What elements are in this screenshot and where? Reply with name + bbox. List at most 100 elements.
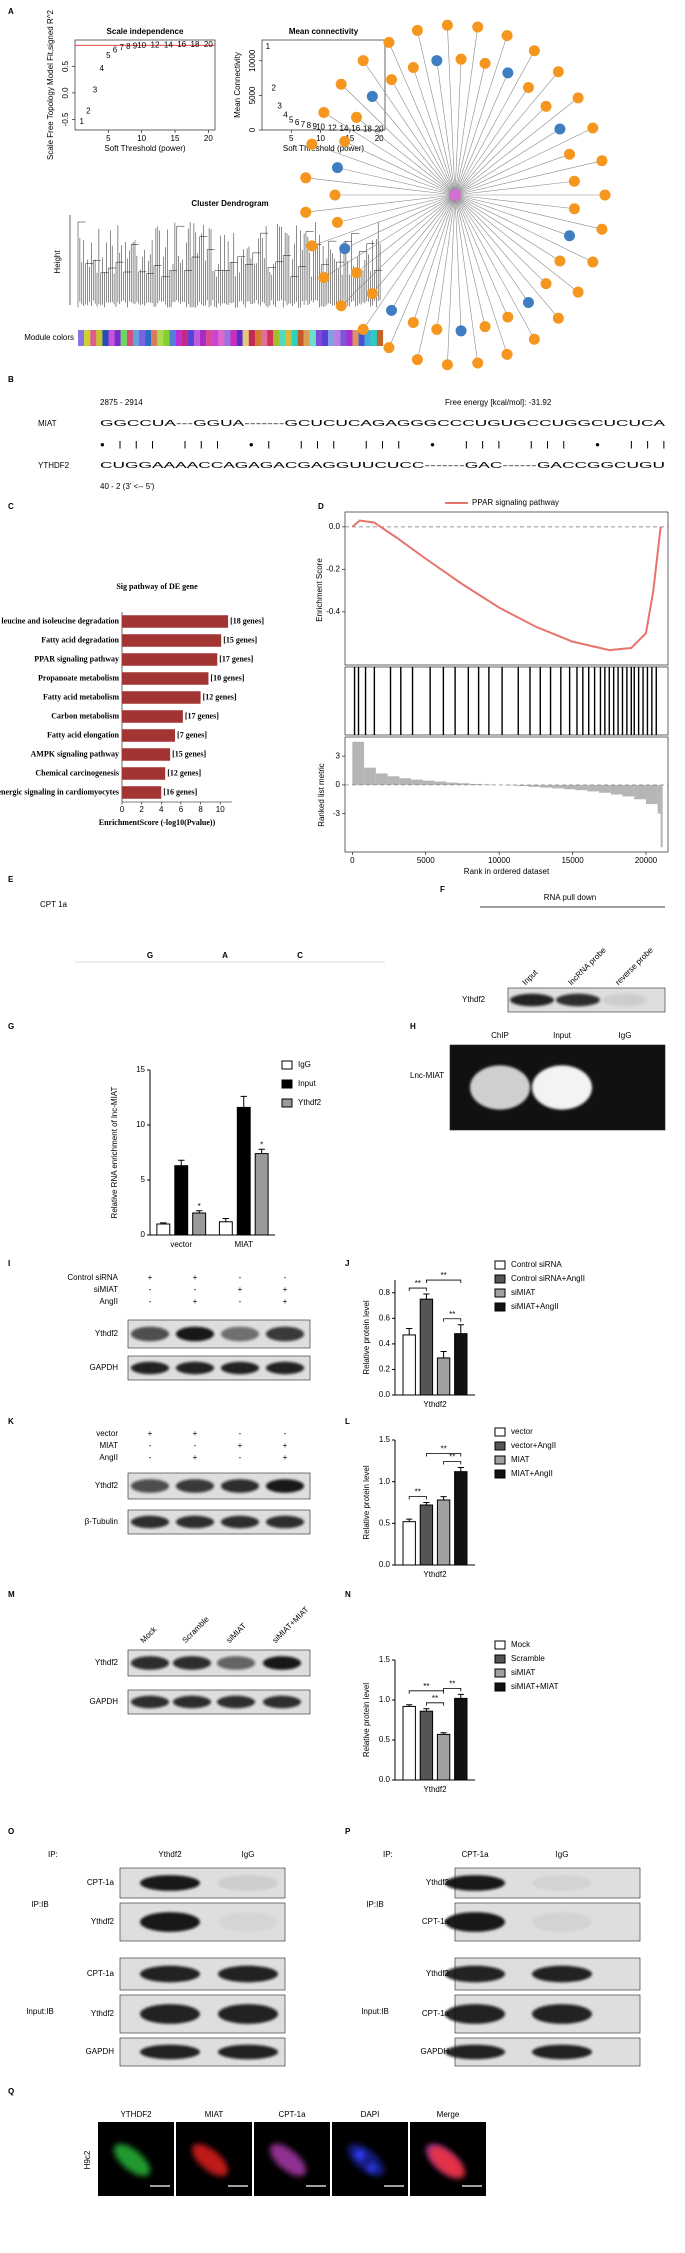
network-edge [454, 50, 535, 196]
y-axis-label: Relative protein level [362, 1300, 371, 1374]
network-edge [454, 63, 486, 196]
band [140, 1875, 200, 1891]
lane-label: ChIP [491, 1031, 509, 1040]
y-tick-label: -0.2 [326, 564, 340, 573]
module-color [108, 330, 115, 346]
network-edge [340, 194, 456, 306]
module-color [114, 330, 121, 346]
network-edge [454, 128, 561, 196]
band [130, 1695, 170, 1709]
network-edge [356, 194, 456, 273]
network-edge [340, 84, 456, 196]
module-color [200, 330, 207, 346]
condition-sign: + [283, 1297, 288, 1306]
legend-swatch [494, 1288, 506, 1298]
module-color [364, 330, 371, 346]
position-range: 2875 - 2914 [100, 398, 143, 407]
lane-label: IgG [619, 1031, 632, 1040]
condition-sign: - [239, 1273, 242, 1282]
network-edge [454, 194, 579, 293]
band [445, 1965, 505, 1983]
panel-letter: O [8, 1827, 14, 1836]
network-node [522, 81, 534, 93]
x-tick-label: 8 [198, 805, 203, 814]
y-tick-label: 0.5 [379, 1518, 391, 1527]
network-node [599, 189, 611, 201]
network-edge [323, 194, 456, 278]
band [262, 1656, 302, 1670]
metric-bar [587, 784, 599, 792]
network-node [407, 317, 419, 329]
category-label: AMPK signaling pathway [31, 749, 119, 758]
legend-label: Input [298, 1079, 317, 1088]
x-tick-label: 10 [216, 805, 225, 814]
legend-label: siMIAT+AngII [511, 1302, 559, 1311]
network-edge [454, 194, 602, 230]
module-color [163, 330, 170, 346]
x-tick-label: 5 [289, 134, 294, 143]
scale-bar-label: 50μm [150, 2187, 171, 2196]
module-color [273, 330, 280, 346]
x-tick-label: 5000 [417, 856, 435, 865]
significance: ** [423, 1682, 429, 1691]
panel-letter: M [8, 1590, 15, 1599]
condition-sign: + [238, 1285, 243, 1294]
module-color [285, 330, 292, 346]
legend-label: siMIAT+MIAT [511, 1682, 559, 1691]
legend-label: PPAR signaling pathway [472, 498, 559, 507]
y-tick-label: -0.5 [61, 112, 70, 126]
network-node [331, 162, 343, 174]
row-label: GAPDH [421, 2047, 450, 2056]
network-edge [454, 87, 529, 196]
module-color [102, 330, 109, 346]
network-node [572, 286, 584, 298]
bar [122, 748, 171, 761]
row-label: GAPDH [90, 1363, 119, 1372]
bar [402, 1521, 416, 1566]
legend-swatch [494, 1640, 506, 1650]
metric-bar [375, 773, 388, 785]
y-tick-label: 0.5 [61, 60, 70, 72]
chart-title: Mean connectivity [289, 27, 359, 36]
error-bar [406, 1704, 413, 1707]
network-edge [388, 42, 456, 196]
network-node [587, 256, 599, 268]
panel-title: RNA pull down [544, 893, 596, 902]
module-color [145, 330, 152, 346]
network-node [357, 323, 369, 335]
legend-label: Mock [511, 1640, 531, 1649]
panel-letter: J [345, 1259, 349, 1268]
motif-letter: C [297, 951, 303, 960]
y-tick-label: 0 [336, 780, 341, 789]
network-hub [449, 189, 461, 201]
chart-title: Scale independence [107, 27, 184, 36]
network-edge [372, 96, 456, 196]
metric-bar [634, 784, 646, 800]
error-bar [240, 1095, 247, 1108]
comparison-bracket [408, 1287, 427, 1292]
significance: ** [449, 1680, 455, 1689]
legend-label: Ythdf2 [298, 1098, 322, 1107]
error-bar [160, 1222, 167, 1224]
band [532, 1875, 592, 1891]
point: 5 [289, 115, 294, 124]
category-label: Fatty acid metabolism [43, 692, 119, 701]
legend-swatch [281, 1098, 293, 1108]
error-bar [222, 1218, 230, 1222]
network-edge [337, 194, 456, 223]
network-edge [436, 194, 456, 330]
chart-title: Sig pathway of DE gene [116, 582, 198, 591]
category-label: Carbon metabolism [51, 711, 119, 720]
bar-annotation: [10 genes] [210, 673, 244, 682]
sequence-name: YTHDF2 [38, 461, 70, 470]
module-color [340, 330, 347, 346]
row-label: Ythdf2 [91, 2009, 115, 2018]
bar-annotation: [12 genes] [203, 692, 237, 701]
module-color [376, 330, 384, 346]
network-edge [454, 194, 508, 355]
error-bar [406, 1328, 413, 1335]
channel-label: YTHDF2 [120, 2110, 152, 2119]
bar [122, 615, 229, 628]
network-node [300, 206, 312, 218]
legend-label: vector+AngII [511, 1441, 556, 1450]
